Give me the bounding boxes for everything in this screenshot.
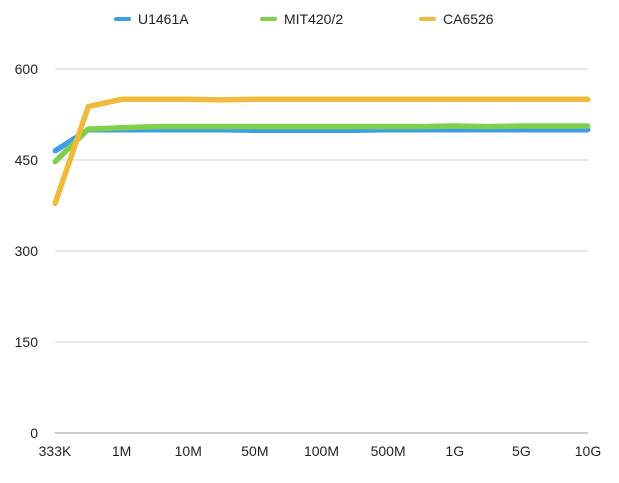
data-point xyxy=(185,124,191,130)
y-tick-label: 300 xyxy=(15,243,39,259)
y-tick-label: 450 xyxy=(15,152,39,168)
data-point xyxy=(52,159,58,165)
data-point xyxy=(119,125,125,131)
data-point xyxy=(52,201,58,207)
y-tick-label: 0 xyxy=(30,425,38,441)
data-point xyxy=(119,96,125,102)
x-tick-label: 50M xyxy=(241,443,268,459)
data-point xyxy=(252,96,258,102)
data-point xyxy=(485,124,491,130)
data-point xyxy=(152,96,158,102)
grid xyxy=(55,68,588,434)
data-point xyxy=(485,96,491,102)
plot-area xyxy=(52,96,591,207)
data-point xyxy=(352,96,358,102)
data-point xyxy=(352,124,358,130)
x-tick-label: 1M xyxy=(112,443,131,459)
data-point xyxy=(285,124,291,130)
data-point xyxy=(418,96,424,102)
data-point xyxy=(152,124,158,130)
y-axis: 0 150 300 450 600 xyxy=(15,61,39,441)
x-tick-label: 1G xyxy=(445,443,464,459)
data-point xyxy=(285,96,291,102)
data-point xyxy=(418,124,424,130)
data-point xyxy=(52,148,58,154)
data-point xyxy=(185,96,191,102)
legend-label: MIT420/2 xyxy=(284,11,343,27)
data-point xyxy=(585,123,591,129)
data-point xyxy=(585,96,591,102)
data-point xyxy=(252,124,258,130)
data-point xyxy=(552,96,558,102)
series-line-u1461a xyxy=(53,126,588,154)
data-point xyxy=(219,124,225,130)
data-point xyxy=(319,124,324,130)
legend-label: CA6526 xyxy=(443,11,494,27)
data-point xyxy=(219,97,225,103)
data-point xyxy=(385,124,391,130)
x-tick-label: 500M xyxy=(371,443,406,459)
x-axis: 333K 1M 10M 50M 100M 500M 1G 5G 10G xyxy=(39,443,602,459)
x-tick-label: 100M xyxy=(304,443,339,459)
data-point xyxy=(452,96,458,102)
y-tick-label: 150 xyxy=(15,334,39,350)
y-tick-label: 600 xyxy=(15,61,39,77)
data-point xyxy=(552,123,558,129)
x-tick-label: 5G xyxy=(512,443,531,459)
x-tick-label: 333K xyxy=(39,443,72,459)
data-point xyxy=(518,123,524,129)
x-tick-label: 10G xyxy=(575,443,601,459)
data-point xyxy=(518,96,524,102)
data-point xyxy=(385,96,391,102)
legend-label: U1461A xyxy=(138,11,189,27)
data-point xyxy=(452,123,458,129)
data-point xyxy=(85,126,91,132)
data-point xyxy=(85,104,91,110)
data-point xyxy=(319,96,324,102)
legend: U1461A MIT420/2 CA6526 xyxy=(114,11,494,27)
series-line-ca6526 xyxy=(52,96,588,205)
x-tick-label: 10M xyxy=(175,443,202,459)
